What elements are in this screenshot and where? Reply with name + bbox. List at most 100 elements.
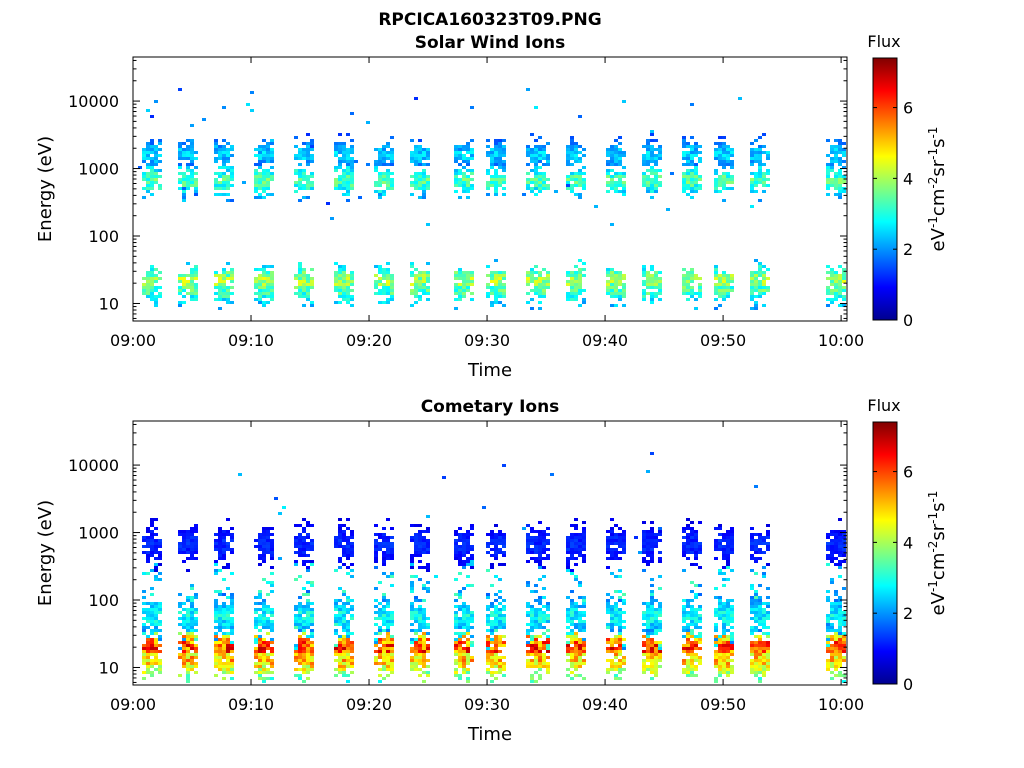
heatmap-cell	[154, 289, 158, 292]
heatmap-cell	[306, 659, 310, 662]
heatmap-cell	[150, 295, 154, 298]
heatmap-cell	[574, 142, 578, 145]
heatmap-cell	[346, 626, 350, 629]
heatmap-cell	[178, 277, 182, 280]
heatmap-cell	[222, 641, 226, 644]
heatmap-cell	[542, 530, 546, 533]
heatmap-cell	[186, 644, 190, 647]
heatmap-cell	[682, 175, 686, 178]
heatmap-cell	[306, 671, 310, 674]
heatmap-cell	[766, 524, 770, 527]
heatmap-cell	[622, 274, 626, 277]
heatmap-cell	[374, 292, 378, 295]
heatmap-cell	[642, 548, 646, 551]
heatmap-cell	[566, 175, 570, 178]
heatmap-cell	[346, 644, 350, 647]
heatmap-cell	[486, 605, 490, 608]
heatmap-cell	[342, 617, 346, 620]
heatmap-cell	[494, 656, 498, 659]
heatmap-cell	[570, 163, 574, 166]
heatmap-cell	[722, 274, 726, 277]
heatmap-cell	[262, 560, 266, 563]
heatmap-cell	[306, 545, 310, 548]
heatmap-cell	[622, 289, 626, 292]
heatmap-cell	[766, 184, 770, 187]
heatmap-cell	[842, 271, 846, 274]
heatmap-cell	[262, 536, 266, 539]
heatmap-cell	[258, 623, 262, 626]
heatmap-cell	[386, 274, 390, 277]
heatmap-cell	[758, 160, 762, 163]
heatmap-cell	[182, 647, 186, 650]
heatmap-cell	[258, 617, 262, 620]
heatmap-cell	[418, 668, 422, 671]
heatmap-cell	[610, 572, 614, 575]
heatmap-cell	[650, 641, 654, 644]
heatmap-cell	[538, 548, 542, 551]
heatmap-cell	[754, 548, 758, 551]
heatmap-cell	[386, 181, 390, 184]
heatmap-cell	[534, 172, 538, 175]
heatmap-cell	[546, 548, 550, 551]
heatmap-cell	[490, 160, 494, 163]
heatmap-cell	[690, 295, 694, 298]
heatmap-cell	[826, 271, 830, 274]
heatmap-cell	[470, 524, 474, 527]
heatmap-cell	[346, 551, 350, 554]
heatmap-cell	[150, 187, 154, 190]
heatmap-cell	[546, 286, 550, 289]
heatmap-cell	[606, 160, 610, 163]
heatmap-cell	[342, 662, 346, 665]
heatmap-cell	[270, 620, 274, 623]
heatmap-cell	[838, 163, 842, 166]
heatmap-cell	[214, 632, 218, 635]
heatmap-cell	[306, 298, 310, 301]
heatmap-cell	[530, 539, 534, 542]
heatmap-cell	[462, 190, 466, 193]
heatmap-cell	[530, 178, 534, 181]
heatmap-cell	[538, 157, 542, 160]
heatmap-cell	[214, 572, 218, 575]
heatmap-cell	[294, 653, 298, 656]
heatmap-cell	[654, 286, 658, 289]
heatmap-cell	[346, 160, 350, 163]
heatmap-cell	[486, 151, 490, 154]
heatmap-cell	[310, 181, 314, 184]
heatmap-cell	[610, 539, 614, 542]
heatmap-cell	[490, 530, 494, 533]
heatmap-cell	[186, 599, 190, 602]
heatmap-cell	[830, 157, 834, 160]
heatmap-cell	[310, 145, 314, 148]
heatmap-cell	[346, 148, 350, 151]
heatmap-cell	[386, 638, 390, 641]
heatmap-cell	[606, 623, 610, 626]
heatmap-cell	[842, 545, 846, 548]
heatmap-cell	[158, 671, 162, 674]
heatmap-cell	[690, 563, 694, 566]
heatmap-cell	[182, 142, 186, 145]
heatmap-cell	[690, 674, 694, 677]
heatmap-cell	[490, 641, 494, 644]
heatmap-cell	[374, 551, 378, 554]
heatmap-cell	[534, 277, 538, 280]
x-tick-label: 09:20	[346, 695, 392, 714]
heatmap-cell	[262, 533, 266, 536]
heatmap-cell	[646, 626, 650, 629]
heatmap-cell	[258, 533, 262, 536]
heatmap-cell	[378, 548, 382, 551]
heatmap-cell	[750, 545, 754, 548]
heatmap-cell	[614, 674, 618, 677]
heatmap-cell	[338, 289, 342, 292]
heatmap-cell	[766, 563, 770, 566]
heatmap-cell	[466, 605, 470, 608]
heatmap-cell	[682, 172, 686, 175]
heatmap-cell	[690, 617, 694, 620]
heatmap-cell	[182, 280, 186, 283]
heatmap-cell	[302, 530, 306, 533]
heatmap-cell	[334, 277, 338, 280]
heatmap-cell	[622, 292, 626, 295]
heatmap-cell	[722, 536, 726, 539]
heatmap-cell	[302, 620, 306, 623]
heatmap-cell	[382, 160, 386, 163]
heatmap-cell	[658, 169, 662, 172]
